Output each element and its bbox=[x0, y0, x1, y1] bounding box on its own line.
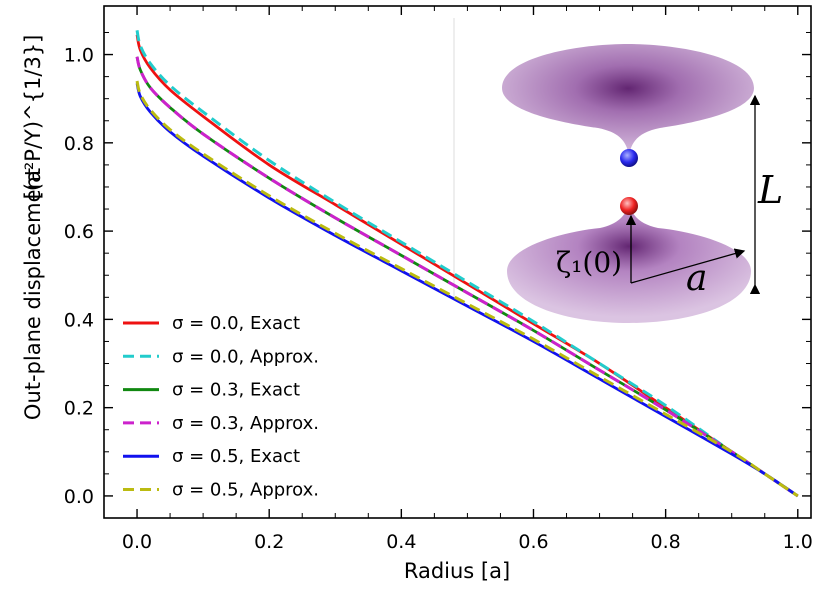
x-tick-label: 1.0 bbox=[783, 531, 813, 553]
y-tick-label: 0.6 bbox=[64, 221, 94, 243]
y-tick-label: 0.8 bbox=[64, 133, 94, 155]
y-axis-label-unit: [(a²P/Y)^{1/3}] bbox=[21, 35, 45, 200]
legend-label: σ = 0.0, Approx. bbox=[172, 346, 319, 367]
series-line-6 bbox=[135, 80, 799, 498]
series-line-5 bbox=[135, 82, 799, 498]
inset-illustration: L a ζ₁(0) bbox=[453, 18, 783, 323]
x-tick-label: 0.2 bbox=[254, 531, 284, 553]
y-tick-label: 0.0 bbox=[64, 486, 94, 508]
legend-label: σ = 0.3, Exact bbox=[172, 380, 300, 401]
axis-ticks bbox=[104, 6, 811, 518]
inset-label-center-height: ζ₁(0) bbox=[556, 246, 622, 279]
inset-label-distance: L bbox=[757, 168, 783, 212]
plot-frame bbox=[103, 5, 812, 519]
inset-bottom-tip bbox=[620, 197, 638, 215]
x-tick-label: 0.8 bbox=[651, 531, 681, 553]
legend-label: σ = 0.3, Approx. bbox=[172, 413, 319, 434]
axis-tick-labels: 0.0 0.2 0.4 0.6 0.8 1.0 0.0 0.2 0.4 0.6 0.8 1.0 bbox=[64, 45, 813, 553]
y-tick-label: 0.2 bbox=[64, 398, 94, 420]
series-line-3 bbox=[135, 56, 799, 498]
y-tick-label: 1.0 bbox=[64, 45, 94, 67]
inset-radius-arrow bbox=[630, 248, 746, 284]
x-tick-label: 0.4 bbox=[386, 531, 416, 553]
y-axis-label-main: Out-plane displacement bbox=[21, 168, 45, 420]
legend: σ = 0.0, Exact σ = 0.0, Approx. σ = 0.3, E… bbox=[123, 313, 319, 501]
y-axis-label: Out-plane displacement [(a²P/Y)^{1/3}] bbox=[21, 35, 45, 420]
inset-top-tip bbox=[620, 149, 638, 167]
data-series bbox=[135, 29, 799, 498]
legend-label: σ = 0.0, Exact bbox=[172, 313, 300, 334]
x-axis-label: Radius [a] bbox=[404, 559, 510, 583]
x-tick-label: 0.0 bbox=[122, 531, 152, 553]
legend-label: σ = 0.5, Approx. bbox=[172, 480, 319, 501]
inset-top-membrane bbox=[502, 44, 754, 155]
y-tick-label: 0.4 bbox=[64, 309, 94, 331]
inset-label-radius: a bbox=[686, 258, 707, 299]
x-tick-label: 0.6 bbox=[518, 531, 548, 553]
legend-label: σ = 0.5, Exact bbox=[172, 446, 300, 467]
inset-bottom-membrane bbox=[507, 205, 751, 323]
